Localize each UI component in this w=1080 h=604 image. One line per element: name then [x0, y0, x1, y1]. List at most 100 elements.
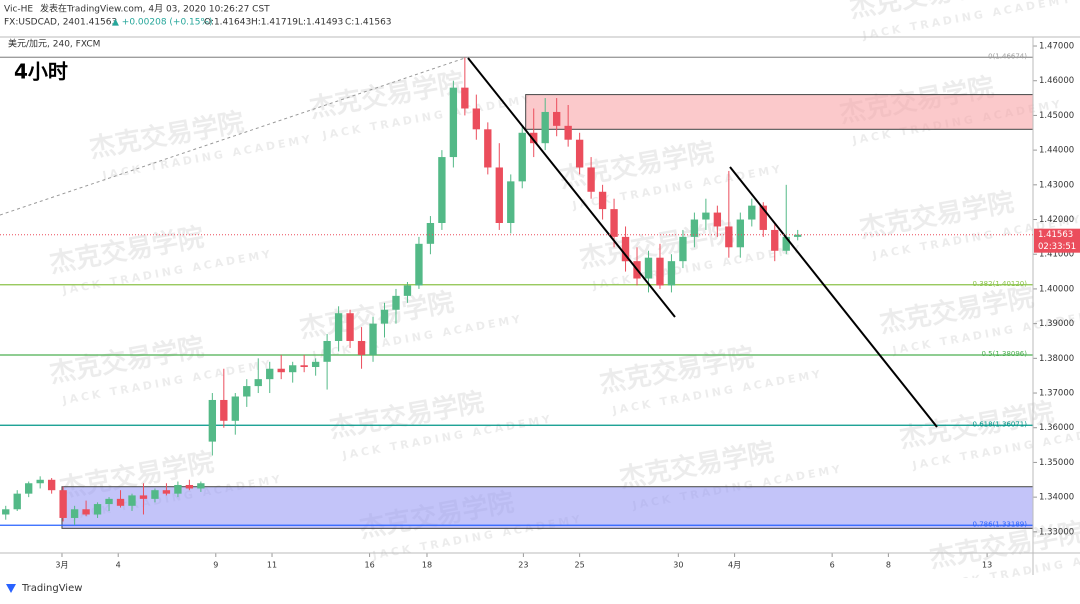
candle-body — [105, 498, 113, 505]
ohlc: H:1.41719 — [251, 18, 298, 28]
candle-body — [598, 191, 607, 210]
y-tick-label: 1.41000 — [1039, 250, 1074, 260]
candle-body — [667, 261, 676, 286]
candle-body — [334, 313, 343, 341]
footer-bar — [0, 578, 1080, 600]
candle-body — [495, 167, 503, 223]
candle-body — [243, 386, 251, 397]
last-price-box — [1034, 228, 1080, 253]
x-tick-label: 13 — [982, 561, 992, 570]
candle-body — [36, 479, 44, 484]
candle-body — [311, 361, 320, 368]
candle-body — [461, 87, 469, 109]
candle-body — [725, 226, 733, 248]
candle-body — [759, 205, 767, 230]
candle-body — [82, 509, 90, 515]
candle-body — [323, 340, 331, 362]
author: Vic-HE — [4, 5, 33, 15]
candle-body — [277, 368, 285, 373]
candle-body — [231, 396, 239, 421]
candle-body — [151, 490, 159, 499]
y-tick-label: 1.36000 — [1039, 423, 1074, 433]
candle-body — [300, 365, 308, 368]
candle-body — [610, 209, 618, 237]
trend-line — [467, 57, 676, 318]
candle-body — [541, 111, 549, 144]
zone — [525, 94, 1034, 130]
x-tick-label: 4月 — [728, 561, 741, 570]
candle-body — [70, 509, 79, 518]
candle-body — [59, 490, 67, 518]
logo — [6, 584, 16, 593]
candle-body — [782, 236, 790, 251]
symbol: FX:USDCAD, 240 — [4, 18, 80, 28]
price: 1.41563 — [80, 18, 117, 28]
candle-body — [93, 504, 102, 515]
published: 发表在TradingView.com, 4月 03, 2020 10:26:27… — [40, 3, 270, 15]
candle-body — [128, 495, 136, 506]
y-tick-label: 1.47000 — [1039, 42, 1074, 52]
countdown: 02:33:51 — [1038, 242, 1076, 252]
candle-body — [116, 498, 125, 506]
x-tick-label: 8 — [886, 561, 891, 570]
candle-body — [197, 483, 205, 489]
candle-body — [702, 212, 710, 220]
candle-body — [174, 484, 182, 494]
candle-body — [690, 219, 699, 237]
candle-body — [208, 399, 217, 442]
x-tick-label: 18 — [422, 561, 432, 570]
candle-body — [185, 484, 194, 489]
candle-body — [644, 257, 653, 279]
candle-body — [403, 285, 412, 296]
candle-body — [771, 229, 779, 251]
x-tick-label: 6 — [830, 561, 835, 570]
x-tick-label: 3月 — [55, 561, 68, 570]
candle-body — [794, 234, 802, 237]
x-tick-label: 23 — [518, 561, 528, 570]
y-tick-label: 1.38000 — [1039, 354, 1074, 364]
candle-body — [392, 295, 400, 310]
level-label: 0.382(1.40120) — [973, 280, 1028, 288]
candle-body — [484, 129, 492, 168]
legend: 美元/加元, 240, FXCM — [8, 38, 100, 50]
x-tick-label: 4 — [116, 561, 121, 570]
ohlc: L:1.41493 — [298, 18, 343, 28]
change: ▲ +0.00208 (+0.15%) — [112, 18, 213, 28]
x-tick-label: 25 — [575, 561, 585, 570]
y-tick-label: 1.46000 — [1039, 76, 1074, 86]
candle-body — [2, 509, 10, 515]
y-tick-label: 1.37000 — [1039, 389, 1074, 399]
candle-body — [13, 493, 21, 510]
candle-body — [748, 205, 756, 220]
candle-body — [438, 157, 446, 223]
candle-body — [25, 483, 33, 494]
candle-body — [47, 479, 56, 491]
candle-body — [472, 108, 481, 130]
candle-body — [369, 323, 377, 355]
x-tick-label: 30 — [673, 561, 683, 570]
y-tick-label: 1.40000 — [1039, 284, 1074, 294]
y-tick-label: 1.33000 — [1039, 527, 1074, 537]
candle-body — [552, 111, 561, 126]
x-tick-label: 9 — [213, 561, 218, 570]
level-label: 0(1.46674) — [988, 52, 1027, 60]
trend-line — [0, 57, 466, 216]
level-label: 0.5(1.38096) — [981, 350, 1027, 358]
x-tick-label: 11 — [267, 561, 277, 570]
candle-body — [736, 219, 744, 248]
candle-body — [656, 257, 664, 286]
candle-body — [415, 243, 423, 286]
candle-body — [449, 87, 458, 158]
y-tick-label: 1.35000 — [1039, 458, 1074, 468]
candle-body — [679, 236, 687, 262]
brand: TradingView — [21, 583, 82, 594]
trend-line — [729, 166, 938, 428]
candle-body — [380, 309, 389, 324]
y-tick-label: 1.39000 — [1039, 319, 1074, 329]
ohlc: O:1.41643 — [204, 18, 251, 28]
y-tick-label: 1.45000 — [1039, 111, 1074, 121]
candle-body — [139, 495, 148, 499]
level-label: 0.618(1.36071) — [973, 420, 1028, 428]
candle-body — [564, 125, 572, 140]
